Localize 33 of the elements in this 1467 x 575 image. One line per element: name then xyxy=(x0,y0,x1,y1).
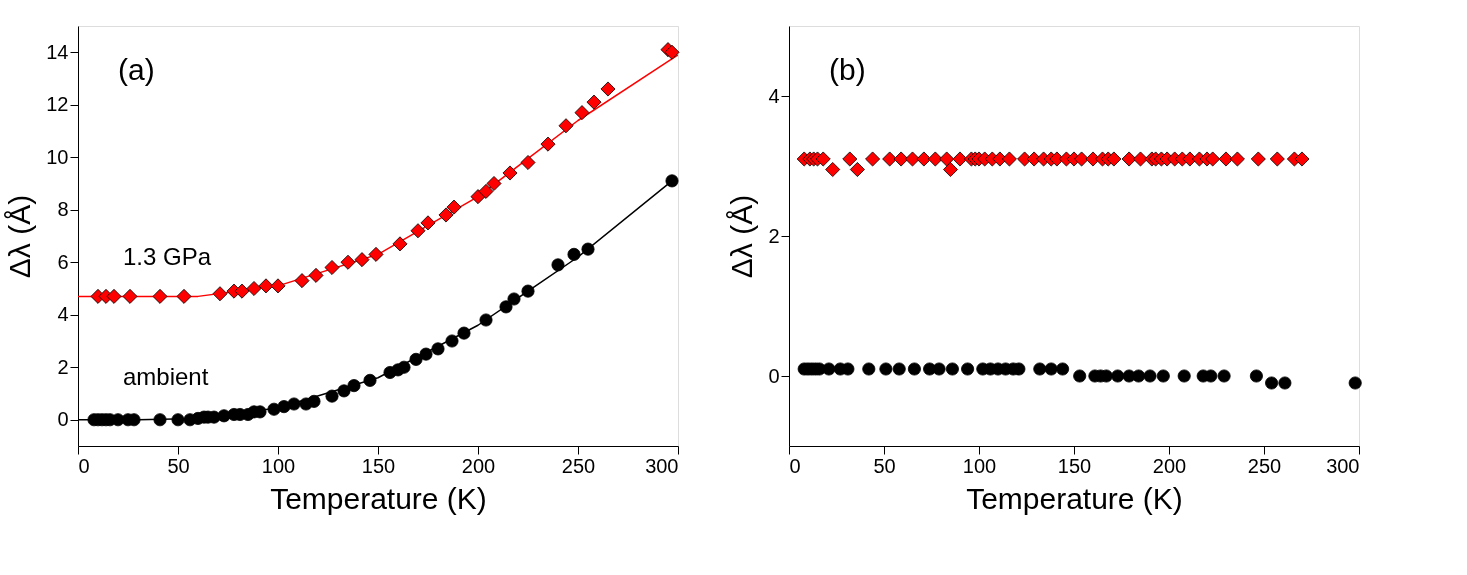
annotation: (b) xyxy=(829,53,866,86)
y-tick-label: 14 xyxy=(46,40,69,63)
x-tick-label: 300 xyxy=(1326,454,1360,477)
y-axis-title: Δλ (Å) xyxy=(3,194,37,279)
annotation: ambient xyxy=(123,363,209,390)
x-tick-label: 150 xyxy=(1057,454,1092,477)
x-tick-label: 250 xyxy=(1247,454,1282,477)
x-axis-title: Temperature (K) xyxy=(966,481,1183,515)
annotation: (a) xyxy=(118,53,155,86)
annotation: 1.3 GPa xyxy=(123,243,212,270)
x-axis-title: Temperature (K) xyxy=(270,481,487,515)
y-tick-label: 2 xyxy=(57,355,69,378)
y-tick-label: 2 xyxy=(768,224,780,247)
y-tick-label: 12 xyxy=(46,93,69,116)
x-tick-label: 250 xyxy=(561,454,596,477)
x-tick-label: 200 xyxy=(1152,454,1187,477)
y-tick-label: 0 xyxy=(57,408,69,431)
x-tick-label: 50 xyxy=(873,454,896,477)
y-tick-label: 4 xyxy=(768,84,780,107)
y-tick-label: 10 xyxy=(46,145,69,168)
y-tick-label: 8 xyxy=(57,198,69,221)
x-tick-label: 300 xyxy=(645,454,679,477)
x-tick-label: 0 xyxy=(78,454,90,477)
y-tick-label: 6 xyxy=(57,250,69,273)
x-tick-label: 200 xyxy=(461,454,496,477)
x-tick-label: 0 xyxy=(789,454,801,477)
x-tick-label: 150 xyxy=(361,454,396,477)
x-tick-label: 50 xyxy=(167,454,190,477)
y-tick-label: 4 xyxy=(57,303,69,326)
y-axis-title: Δλ (Å) xyxy=(725,194,759,279)
x-tick-label: 100 xyxy=(962,454,997,477)
y-tick-label: 0 xyxy=(768,364,780,387)
x-tick-label: 100 xyxy=(261,454,296,477)
